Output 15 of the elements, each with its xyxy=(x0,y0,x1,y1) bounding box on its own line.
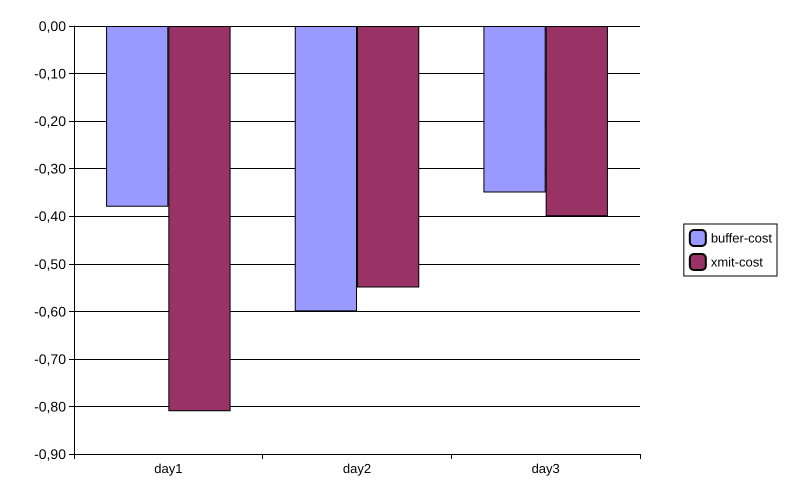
legend-label: xmit-cost xyxy=(710,254,764,270)
y-tick-label: -0,50 xyxy=(34,256,66,272)
y-tick-label: -0,10 xyxy=(34,66,66,82)
y-tick-label: -0,90 xyxy=(34,446,66,462)
y-tick-label: 0,00 xyxy=(38,18,66,34)
x-tick-label: day2 xyxy=(342,461,372,476)
y-tick-label: -0,30 xyxy=(34,160,66,177)
y-tick-label: -0,60 xyxy=(34,303,66,320)
y-tick-label: -0,80 xyxy=(34,398,66,414)
legend-label: buffer-cost xyxy=(710,230,772,246)
y-tick-label: -0,70 xyxy=(34,350,66,367)
x-tick-label: day1 xyxy=(154,461,182,476)
y-tick-label: -0,40 xyxy=(34,208,66,224)
y-tick-label: -0,20 xyxy=(34,113,66,130)
x-tick-label: day3 xyxy=(532,461,560,476)
